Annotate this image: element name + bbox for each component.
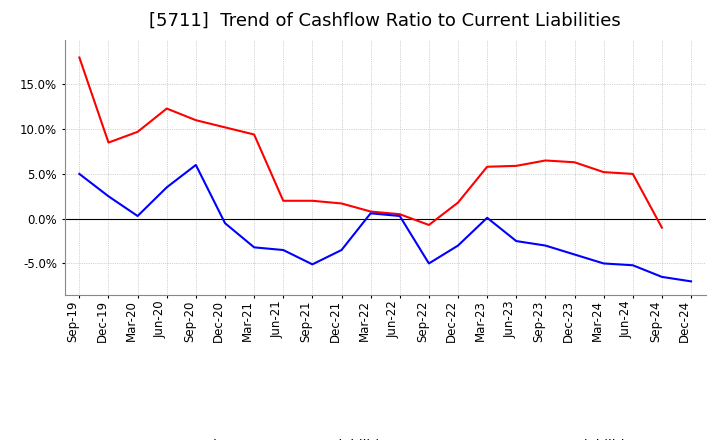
Title: [5711]  Trend of Cashflow Ratio to Current Liabilities: [5711] Trend of Cashflow Ratio to Curren… — [149, 12, 621, 30]
Legend: Operating CF to Current Liabilities, Free CF to Current Liabilities: Operating CF to Current Liabilities, Fre… — [125, 434, 645, 440]
